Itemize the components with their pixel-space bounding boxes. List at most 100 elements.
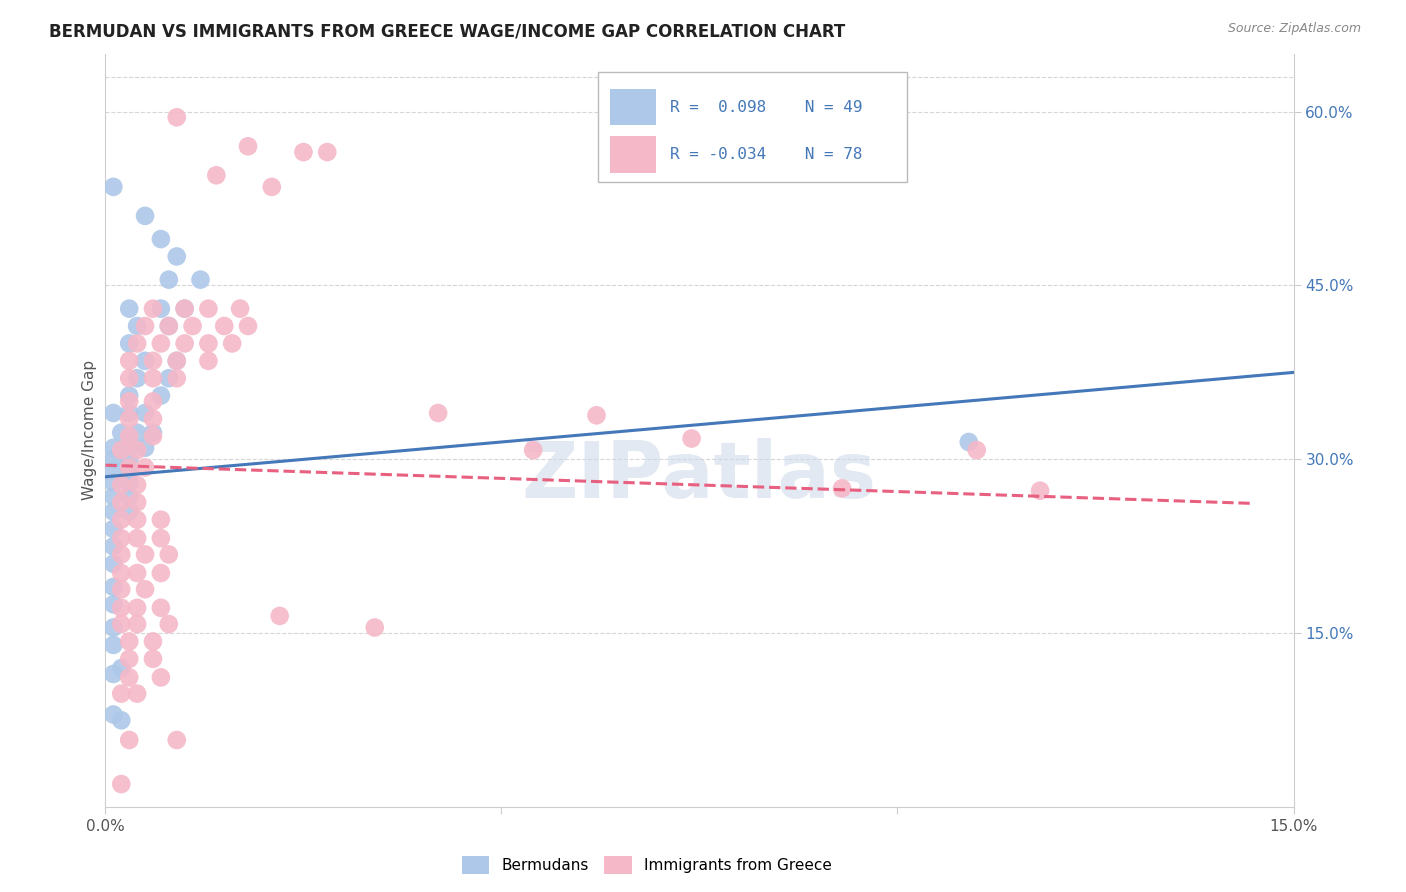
Point [127, 371, 149, 385]
Point [103, 667, 125, 681]
Point [103, 621, 125, 635]
Point [236, 139, 259, 153]
Point [585, 409, 607, 423]
Point [118, 733, 141, 747]
Point [134, 319, 156, 334]
Point [134, 582, 156, 597]
Point [103, 580, 125, 594]
Point [142, 634, 165, 648]
Point [197, 301, 219, 316]
Point [110, 531, 132, 545]
Point [149, 232, 172, 246]
Point [166, 354, 188, 368]
Point [149, 336, 172, 351]
Point [260, 180, 283, 194]
Point [127, 531, 149, 545]
Point [127, 617, 149, 632]
Point [142, 394, 165, 409]
Point [269, 609, 291, 624]
Point [118, 505, 141, 519]
Point [103, 557, 125, 571]
Point [166, 733, 188, 747]
Point [110, 687, 132, 701]
Point [127, 687, 149, 701]
Point [103, 441, 125, 455]
Point [364, 621, 387, 635]
Text: R = -0.034    N = 78: R = -0.034 N = 78 [669, 147, 862, 162]
Point [103, 505, 125, 519]
Point [103, 539, 125, 553]
Point [127, 495, 149, 509]
Point [103, 707, 125, 722]
Point [134, 209, 156, 223]
Point [316, 145, 339, 160]
Text: R =  0.098    N = 49: R = 0.098 N = 49 [669, 100, 862, 114]
Point [173, 336, 195, 351]
Point [1029, 483, 1052, 498]
Point [118, 475, 141, 490]
Point [118, 460, 141, 475]
Point [103, 522, 125, 536]
Point [118, 464, 141, 478]
Point [142, 429, 165, 443]
Point [142, 412, 165, 426]
Point [110, 600, 132, 615]
Point [142, 354, 165, 368]
Text: BERMUDAN VS IMMIGRANTS FROM GREECE WAGE/INCOME GAP CORRELATION CHART: BERMUDAN VS IMMIGRANTS FROM GREECE WAGE/… [49, 22, 845, 40]
Point [118, 389, 141, 403]
Point [103, 406, 125, 420]
Point [966, 443, 988, 458]
Point [142, 371, 165, 385]
Text: Source: ZipAtlas.com: Source: ZipAtlas.com [1227, 22, 1361, 36]
Point [110, 495, 132, 509]
Point [142, 301, 165, 316]
Point [118, 652, 141, 666]
Point [522, 443, 544, 458]
Point [118, 412, 141, 426]
Point [110, 617, 132, 632]
Point [957, 435, 980, 450]
Point [127, 443, 149, 458]
Point [166, 354, 188, 368]
Legend: Bermudans, Immigrants from Greece: Bermudans, Immigrants from Greece [456, 850, 838, 880]
Point [173, 301, 195, 316]
Point [118, 371, 141, 385]
Point [110, 582, 132, 597]
Point [134, 354, 156, 368]
Point [110, 425, 132, 440]
FancyBboxPatch shape [610, 89, 655, 125]
Point [134, 460, 156, 475]
Point [118, 670, 141, 684]
Point [681, 432, 703, 446]
Point [229, 301, 252, 316]
Point [127, 478, 149, 492]
Point [142, 425, 165, 440]
Point [292, 145, 315, 160]
Point [118, 634, 141, 648]
Point [127, 566, 149, 580]
Point [157, 548, 180, 562]
Point [427, 406, 450, 420]
Point [142, 652, 165, 666]
Point [149, 600, 172, 615]
Point [103, 452, 125, 467]
Point [118, 490, 141, 504]
Point [103, 598, 125, 612]
Point [110, 443, 132, 458]
Text: ZIPatlas: ZIPatlas [522, 438, 877, 514]
Point [118, 441, 141, 455]
Point [831, 482, 853, 496]
Point [149, 670, 172, 684]
Point [118, 452, 141, 467]
Point [149, 389, 172, 403]
Point [149, 513, 172, 527]
Point [134, 406, 156, 420]
Point [110, 548, 132, 562]
Point [110, 777, 132, 791]
Point [118, 406, 141, 420]
Point [149, 566, 172, 580]
Point [221, 336, 243, 351]
Point [134, 548, 156, 562]
Point [110, 714, 132, 728]
Point [110, 566, 132, 580]
